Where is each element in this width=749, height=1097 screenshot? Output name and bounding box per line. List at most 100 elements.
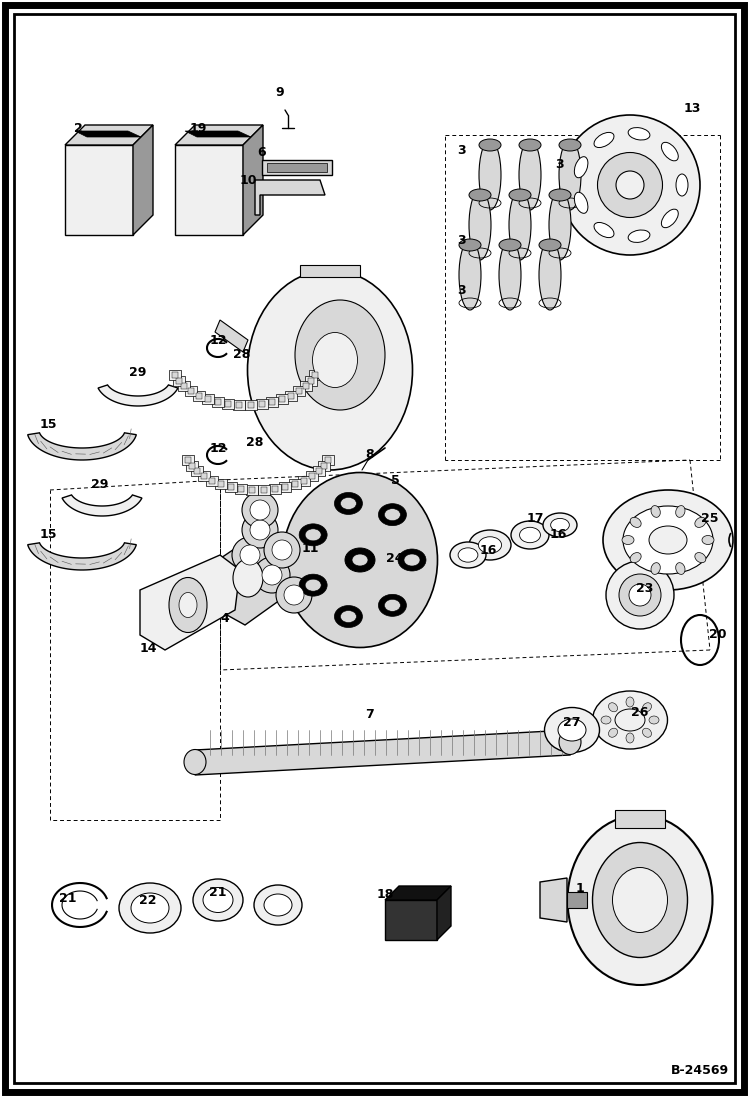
Ellipse shape [676,174,688,196]
Text: 12: 12 [209,333,227,347]
Bar [172,372,178,378]
Bar [189,463,195,468]
Ellipse shape [247,270,413,470]
Bar [262,160,332,176]
Ellipse shape [254,885,302,925]
Polygon shape [437,886,451,940]
Text: 29: 29 [130,365,147,378]
Bar [191,466,203,476]
Polygon shape [255,180,325,215]
Ellipse shape [469,190,491,260]
Bar [301,477,307,484]
Ellipse shape [558,719,586,740]
Polygon shape [218,535,280,625]
Text: 6: 6 [258,146,267,158]
Bar [245,400,257,410]
Bar [255,399,267,409]
Bar [267,163,327,172]
Polygon shape [385,886,451,900]
Circle shape [262,565,282,585]
Polygon shape [28,433,136,460]
Bar [212,397,224,407]
Ellipse shape [551,519,569,532]
Circle shape [264,532,300,568]
Ellipse shape [615,709,645,731]
Ellipse shape [574,157,588,178]
Polygon shape [385,900,437,940]
Ellipse shape [520,528,541,543]
Bar [312,372,318,378]
Polygon shape [133,125,153,235]
Bar [276,394,288,404]
Bar [567,892,587,908]
Ellipse shape [499,240,521,310]
Ellipse shape [459,239,481,251]
Ellipse shape [619,574,661,617]
Text: 4: 4 [221,611,229,624]
Ellipse shape [616,171,644,199]
Bar [218,482,224,487]
Text: 23: 23 [637,581,654,595]
Ellipse shape [335,606,363,627]
Ellipse shape [676,563,685,575]
Ellipse shape [119,883,181,934]
Ellipse shape [695,518,706,528]
Bar [186,461,198,471]
Text: 11: 11 [301,542,319,554]
Polygon shape [98,385,178,406]
Bar [298,476,310,486]
Ellipse shape [592,691,667,749]
Ellipse shape [203,887,233,913]
Ellipse shape [384,599,401,611]
Bar [303,383,309,389]
Text: 17: 17 [527,511,544,524]
Bar [228,484,234,490]
Ellipse shape [511,521,549,548]
Bar [309,473,315,479]
Ellipse shape [643,703,652,712]
Bar [292,482,298,487]
Text: 8: 8 [366,448,374,461]
Text: 5: 5 [391,474,399,486]
Circle shape [240,545,260,565]
Text: 14: 14 [139,642,157,655]
Ellipse shape [630,518,641,528]
Bar [294,386,306,396]
Bar [237,402,243,408]
Ellipse shape [559,730,581,755]
Bar [206,476,218,486]
Bar [266,397,278,407]
Bar [300,382,312,392]
Text: 20: 20 [709,629,727,642]
Bar [204,396,210,403]
Circle shape [272,540,292,559]
Ellipse shape [282,473,437,647]
Bar [269,399,275,405]
Ellipse shape [450,542,486,568]
Text: 12: 12 [209,441,227,454]
Bar [195,393,201,398]
Polygon shape [65,145,133,235]
Ellipse shape [629,584,651,606]
Polygon shape [140,555,240,651]
Ellipse shape [233,559,263,597]
Bar [269,484,281,494]
Bar [300,265,360,278]
Ellipse shape [594,223,614,238]
Circle shape [276,577,312,613]
Text: 29: 29 [91,477,109,490]
Ellipse shape [574,192,588,213]
Polygon shape [215,320,248,352]
Circle shape [242,512,278,548]
Polygon shape [62,495,142,516]
Ellipse shape [539,240,561,310]
Bar [285,391,297,400]
Ellipse shape [603,490,733,590]
Ellipse shape [179,592,197,618]
Ellipse shape [295,299,385,410]
Bar [201,394,213,404]
Text: 3: 3 [458,144,467,157]
Ellipse shape [469,189,491,201]
Ellipse shape [341,497,357,509]
Ellipse shape [398,548,426,572]
